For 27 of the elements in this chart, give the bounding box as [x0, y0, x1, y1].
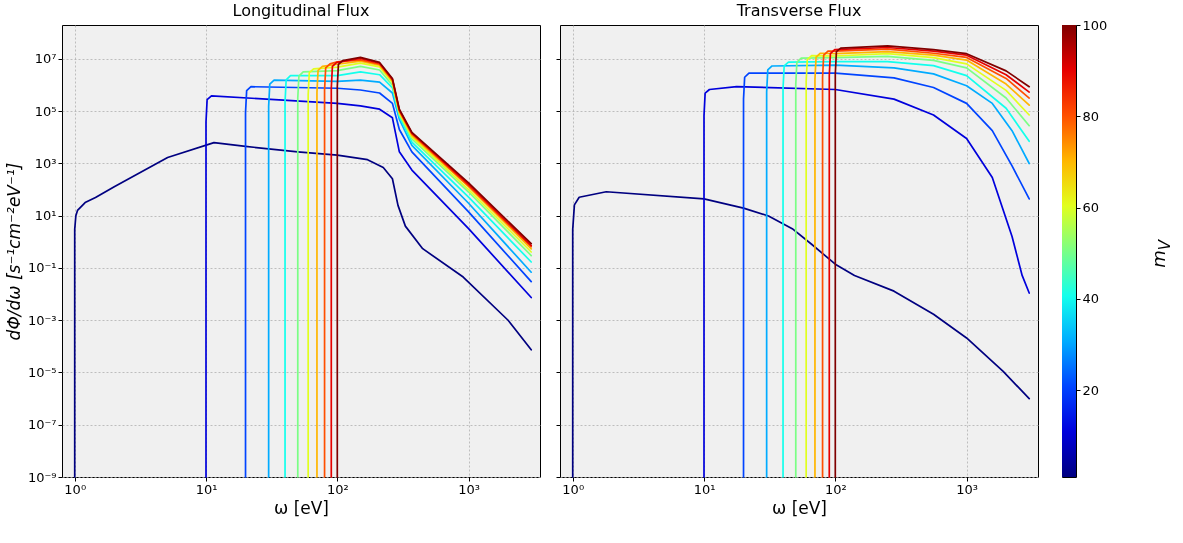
y-tick-label: 10⁵	[34, 103, 57, 119]
x-tick-label: 10³	[458, 481, 480, 497]
x-tick-label: 10²	[326, 481, 349, 497]
y-tick-label: 10⁷	[34, 51, 57, 67]
y-axis-title: dΦ/dω [s⁻¹cm⁻²eV⁻¹]	[3, 162, 24, 341]
x-tick-label: 10¹	[195, 481, 218, 497]
chart-title: Transverse Flux	[735, 1, 862, 20]
y-tick-label: 10⁻³	[27, 312, 57, 328]
y-tick-label: 10³	[34, 155, 57, 171]
x-axis-title: ω [eV]	[274, 497, 329, 518]
x-tick-label: 10¹	[693, 481, 716, 497]
y-tick-label: 10⁻⁵	[27, 365, 57, 380]
chart-title: Longitudinal Flux	[232, 1, 370, 20]
color-bar-label: 80	[1082, 108, 1100, 124]
x-tick-label: 10²	[824, 481, 847, 497]
x-tick-label: 10³	[956, 481, 978, 497]
color-bar-label: 20	[1082, 382, 1100, 398]
x-axis-title: ω [eV]	[772, 497, 827, 518]
color-bar-label: 100	[1082, 17, 1108, 33]
x-tick-label: 10⁰	[64, 481, 87, 497]
y-tick-label: 10¹	[34, 208, 57, 224]
color-bar-label: 40	[1082, 291, 1100, 307]
x-tick-label: 10⁰	[562, 481, 585, 497]
color-bar-label: 60	[1082, 200, 1100, 216]
y-tick-label: 10⁻⁹	[27, 469, 57, 485]
y-tick-label: 10⁻⁷	[27, 417, 57, 433]
y-tick-label: 10⁻¹	[27, 260, 57, 276]
